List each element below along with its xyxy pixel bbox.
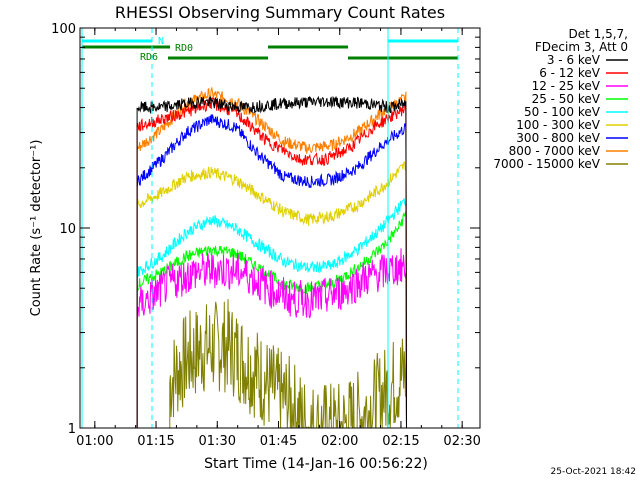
y-tick-label: 1 <box>68 422 76 437</box>
flag-layer: N RD0 RD6 <box>81 28 459 428</box>
timestamp: 25-Oct-2021 18:42 <box>551 467 636 477</box>
legend-entry-label: 25 - 50 keV <box>532 92 601 106</box>
series-line <box>136 97 407 429</box>
x-tick-label: 01:15 <box>137 434 174 449</box>
legend-entry-label: 6 - 12 keV <box>539 66 601 80</box>
legend-entry-label: 7000 - 15000 keV <box>493 157 600 171</box>
x-tick-label: 01:30 <box>199 434 236 449</box>
legend-header-2: FDecim 3, Att 0 <box>535 40 628 54</box>
legend-header-1: Det 1,5,7, <box>569 27 629 41</box>
y-axis-label: Count Rate (s⁻¹ detector⁻¹) <box>29 140 44 317</box>
legend-entry-label: 50 - 100 keV <box>524 105 601 119</box>
series-line <box>136 197 407 429</box>
plot-frame <box>79 27 481 429</box>
series-line <box>136 210 407 429</box>
series-line <box>136 248 407 429</box>
x-tick-label: 02:30 <box>443 434 480 449</box>
legend-entry-label: 12 - 25 keV <box>532 79 601 93</box>
chart-title: RHESSI Observing Summary Count Rates <box>115 3 445 22</box>
legend-entry-label: 100 - 300 keV <box>516 118 600 132</box>
flag-label: RD0 <box>175 43 193 54</box>
x-tick-label: 02:15 <box>382 434 419 449</box>
y-tick-label: 10 <box>59 222 76 237</box>
series-layer <box>136 86 407 429</box>
x-tick-label: 01:45 <box>260 434 297 449</box>
legend-entry-label: 3 - 6 keV <box>547 53 601 67</box>
flag-label: N <box>158 36 164 47</box>
x-axis-label: Start Time (14-Jan-16 00:56:22) <box>204 456 428 472</box>
flag-label: RD6 <box>140 52 158 63</box>
legend-entry-label: 800 - 7000 keV <box>509 144 601 158</box>
series-line <box>169 299 407 429</box>
x-tick-label: 01:00 <box>76 434 113 449</box>
axis-layer: 01:00 01:15 01:30 01:45 02:00 02:15 02:30 1 10 10… <box>51 22 481 449</box>
series-line <box>136 161 407 429</box>
legend-entry-label: 300 - 800 keV <box>516 131 600 145</box>
series-line <box>136 95 407 429</box>
x-tick-label: 02:00 <box>321 434 358 449</box>
series-line <box>136 114 407 429</box>
y-tick-label: 100 <box>51 22 76 37</box>
